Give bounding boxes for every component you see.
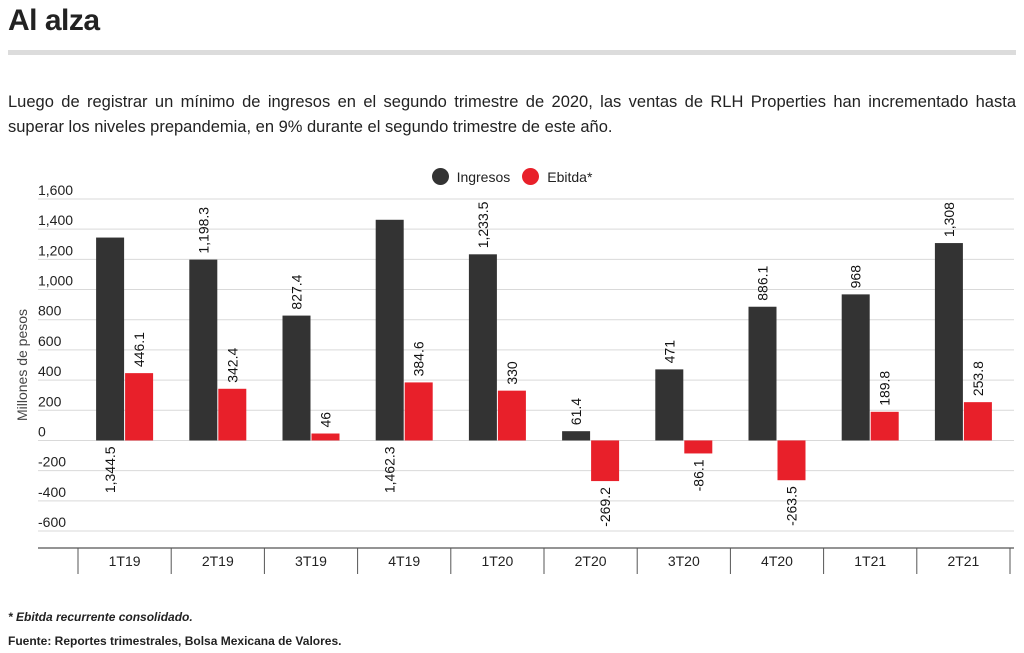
legend-label-ingresos: Ingresos bbox=[456, 168, 511, 185]
footnote: * Ebitda recurrente consolidado. bbox=[8, 610, 193, 624]
bar-ebitda bbox=[218, 388, 247, 441]
y-tick-label: 400 bbox=[38, 363, 62, 379]
bar-ingresos bbox=[468, 254, 497, 441]
bar-ingresos bbox=[282, 315, 311, 441]
y-tick-label: -200 bbox=[38, 454, 66, 470]
x-tick-label: 3T19 bbox=[295, 553, 327, 569]
x-tick-label: 1T21 bbox=[854, 553, 886, 569]
y-tick-label: 0 bbox=[38, 423, 46, 439]
legend-item-ebitda: Ebitda* bbox=[522, 168, 592, 185]
y-tick-label: 1,200 bbox=[38, 242, 73, 258]
bar-ebitda bbox=[404, 382, 433, 441]
bar-chart: -600 -400 -200 0 200 400 600 800 1,000 1,200 1,400… bbox=[14, 185, 1014, 574]
chart-subtitle: Luego de registrar un mínimo de ingresos… bbox=[8, 93, 1016, 136]
bar-ebitda bbox=[870, 411, 899, 441]
data-label-ingresos: 968 bbox=[848, 265, 864, 289]
y-tick-label: 800 bbox=[38, 303, 62, 319]
bar-ebitda bbox=[963, 402, 992, 441]
data-label-ebitda: -269.2 bbox=[597, 487, 613, 527]
x-tick-label: 2T19 bbox=[202, 553, 234, 569]
y-tick-label: 1,600 bbox=[38, 185, 73, 198]
y-tick-label: 1,400 bbox=[38, 212, 73, 228]
legend-item-ingresos: Ingresos bbox=[431, 168, 511, 185]
y-tick-label: 200 bbox=[38, 393, 62, 409]
y-tick-label: 600 bbox=[38, 333, 62, 349]
legend-swatch-ebitda bbox=[522, 168, 540, 185]
data-label-ingresos: 827.4 bbox=[289, 274, 305, 309]
data-label-ebitda: 342.4 bbox=[224, 348, 240, 383]
data-label-ebitda: 46 bbox=[318, 412, 334, 428]
bar-ingresos bbox=[655, 369, 684, 441]
chart-title: Al alza bbox=[8, 4, 100, 37]
y-tick-label: -600 bbox=[38, 514, 66, 530]
bar-ingresos bbox=[748, 306, 777, 441]
bar-ebitda bbox=[497, 390, 526, 441]
legend: Ingresos Ebitda* bbox=[0, 168, 1024, 185]
bar-ingresos bbox=[375, 219, 404, 441]
bar-ingresos bbox=[841, 294, 870, 441]
data-label-ebitda: 253.8 bbox=[970, 361, 986, 396]
data-label-ebitda: 384.6 bbox=[411, 341, 427, 376]
data-label-ebitda: -86.1 bbox=[690, 459, 706, 491]
data-label-ingresos: 61.4 bbox=[568, 398, 584, 425]
data-label-ebitda: -263.5 bbox=[784, 486, 800, 526]
y-tick-label: -400 bbox=[38, 484, 66, 500]
data-label-ingresos: 1,233.5 bbox=[475, 201, 491, 248]
bar-ebitda bbox=[125, 373, 154, 441]
data-label-ingresos: 1,308 bbox=[941, 202, 957, 237]
bar-ingresos bbox=[189, 259, 218, 441]
x-tick-label: 2T20 bbox=[575, 553, 607, 569]
data-label-ebitda: 446.1 bbox=[131, 332, 147, 367]
bar-ebitda bbox=[684, 440, 713, 454]
data-label-ebitda: 330 bbox=[504, 361, 520, 385]
bar-ebitda bbox=[591, 440, 620, 482]
x-tick-label: 2T21 bbox=[947, 553, 979, 569]
bar-ebitda bbox=[311, 433, 340, 441]
bar-ingresos bbox=[96, 237, 125, 441]
bar-ingresos bbox=[562, 431, 591, 441]
x-tick-label: 3T20 bbox=[668, 553, 700, 569]
y-tick-label: 1,000 bbox=[38, 273, 73, 289]
data-label-ingresos: 1,198.3 bbox=[195, 207, 211, 254]
x-tick-label: 4T20 bbox=[761, 553, 793, 569]
data-label-ingresos: 1,344.5 bbox=[102, 446, 118, 493]
bar-ingresos bbox=[934, 243, 963, 441]
data-label-ingresos: 1,462.3 bbox=[382, 446, 398, 493]
data-label-ingresos: 471 bbox=[661, 340, 677, 364]
legend-swatch-ingresos bbox=[431, 168, 449, 185]
data-label-ingresos: 886.1 bbox=[755, 265, 771, 300]
bar-ebitda bbox=[777, 440, 806, 481]
x-tick-label: 1T19 bbox=[109, 553, 141, 569]
title-divider bbox=[8, 50, 1016, 55]
x-tick-label: 1T20 bbox=[481, 553, 513, 569]
x-tick-label: 4T19 bbox=[388, 553, 420, 569]
legend-label-ebitda: Ebitda* bbox=[547, 168, 593, 185]
y-axis-title: Millones de pesos bbox=[14, 309, 30, 421]
data-label-ebitda: 189.8 bbox=[877, 371, 893, 406]
source-note: Fuente: Reportes trimestrales, Bolsa Mex… bbox=[8, 634, 342, 648]
